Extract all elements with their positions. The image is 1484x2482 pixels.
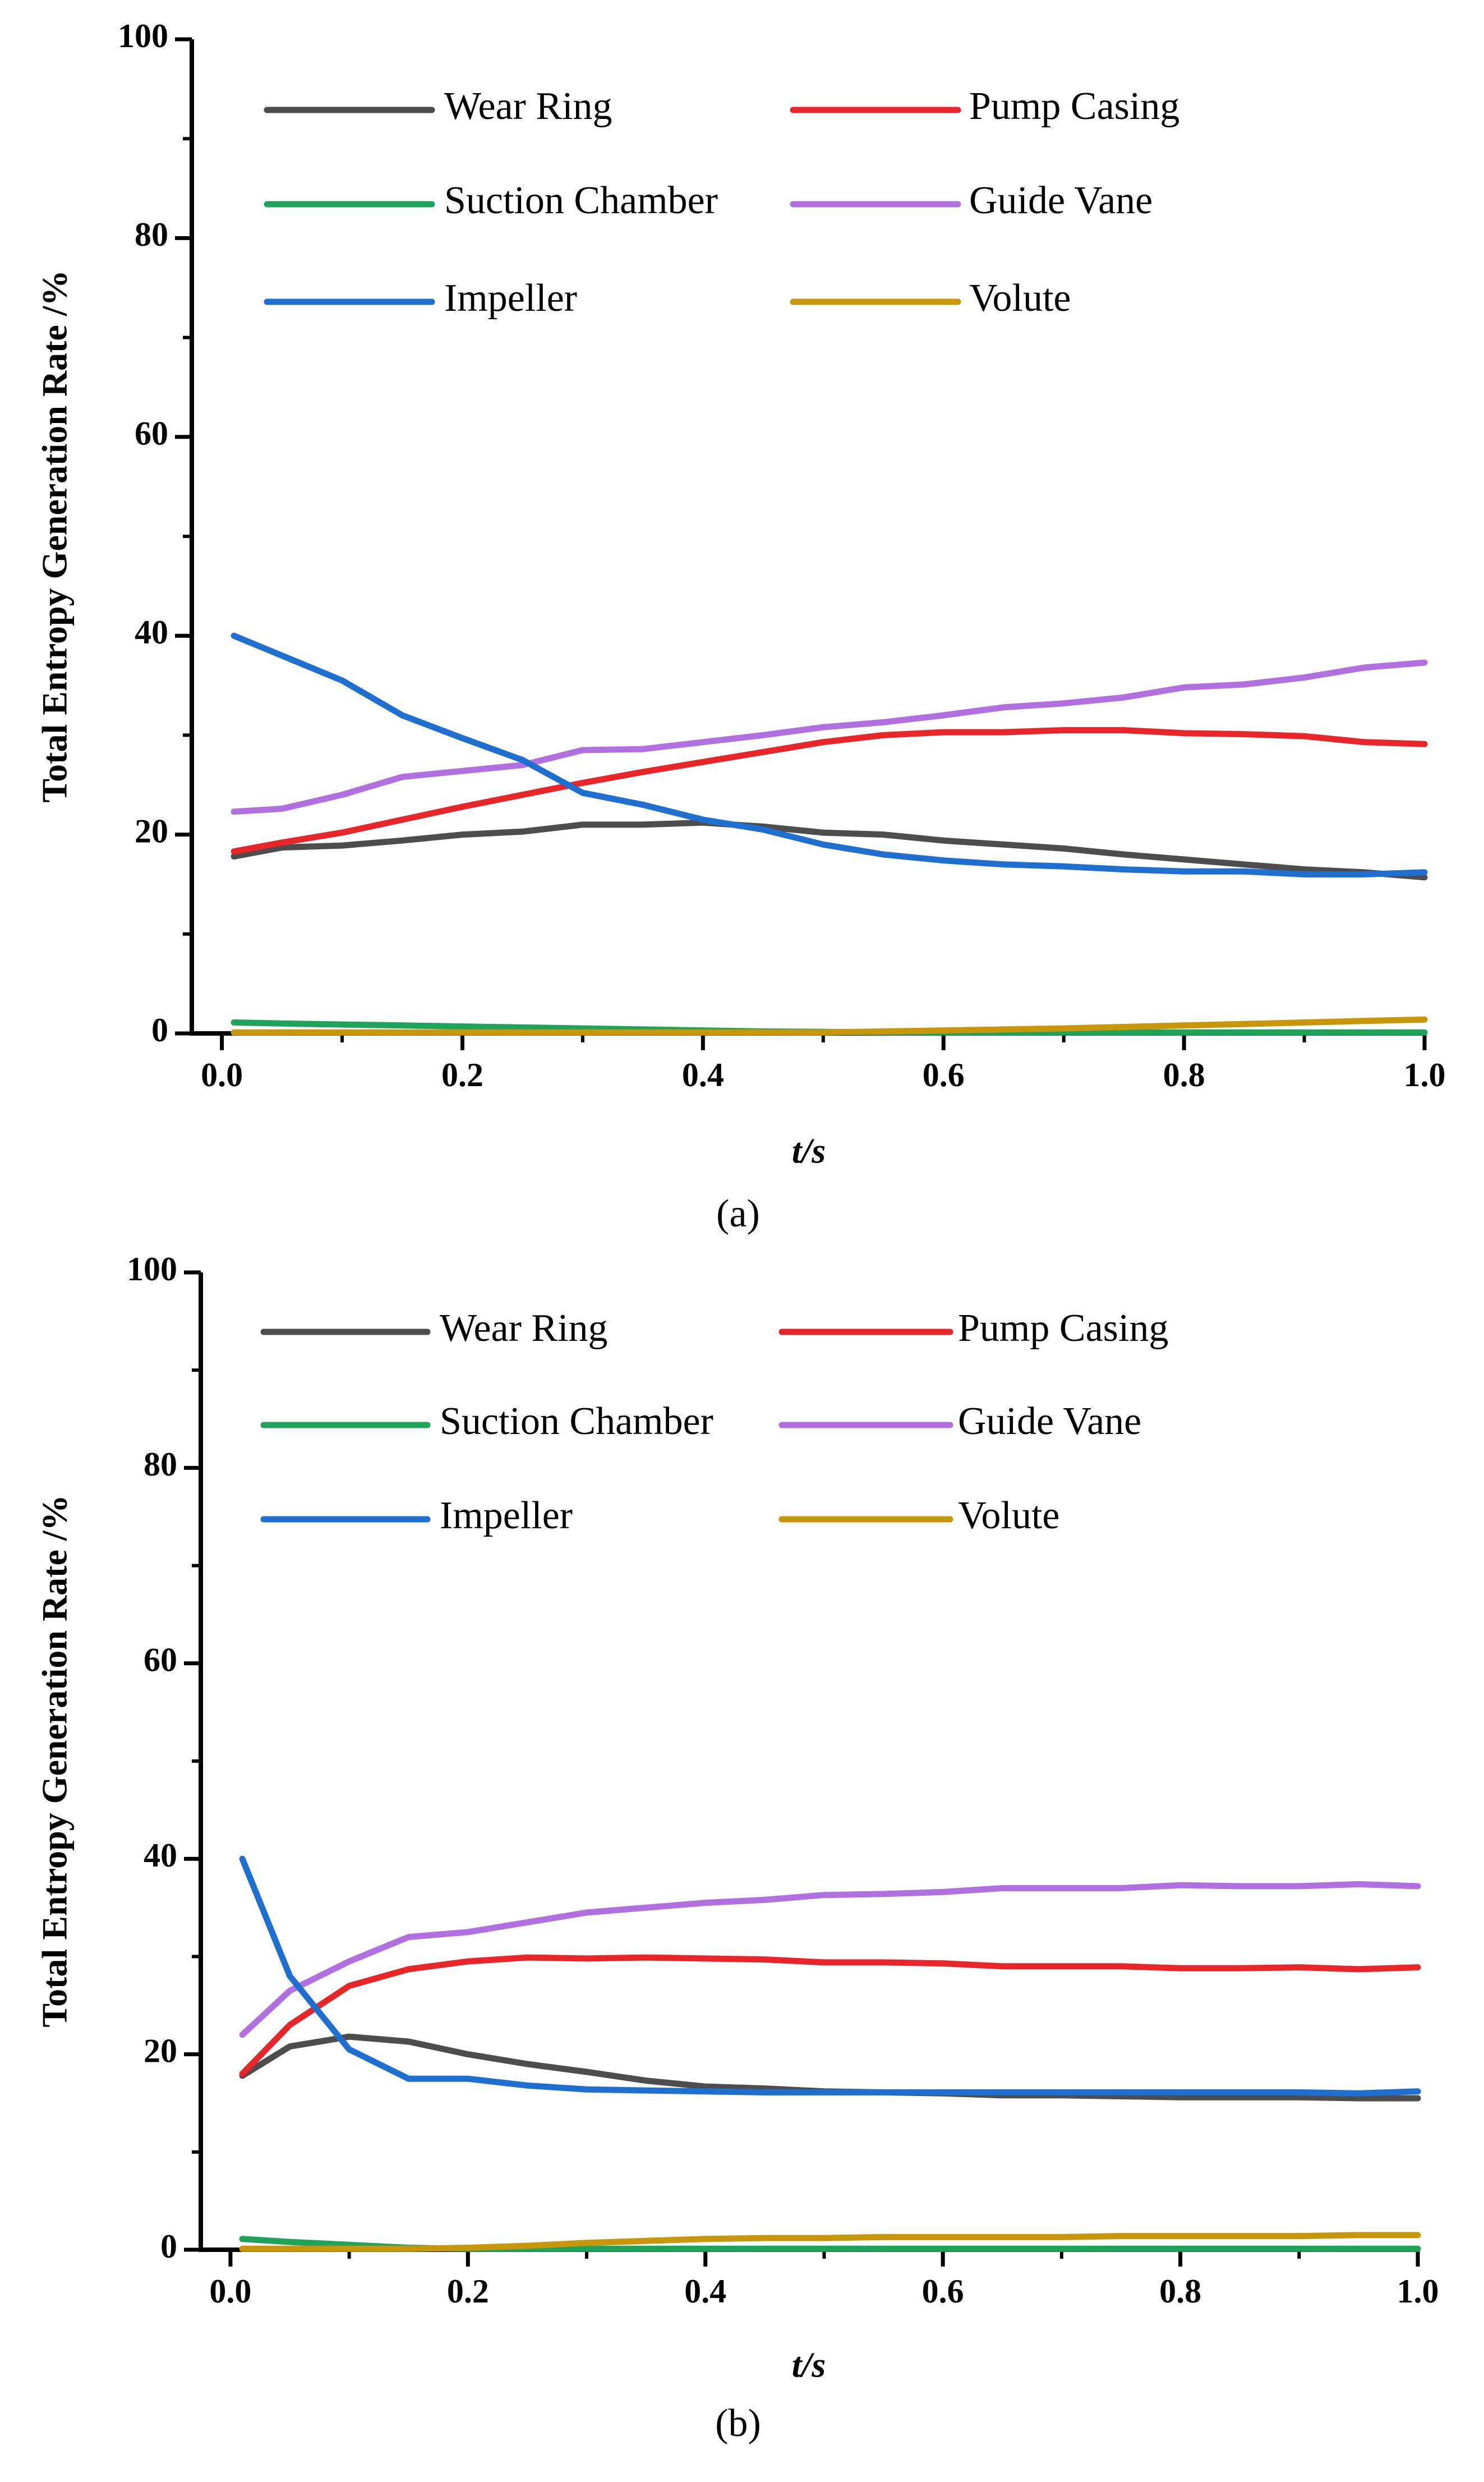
data-line bbox=[231, 632, 1428, 877]
y-axis-title: Total Entropy Generation Rate /% bbox=[35, 270, 75, 802]
x-tick-label: 0.0 bbox=[209, 2273, 251, 2310]
x-tick-label: 1.0 bbox=[1397, 2273, 1439, 2310]
x-tick-label: 0.0 bbox=[201, 1056, 243, 1093]
y-tick-label: 40 bbox=[135, 614, 168, 651]
x-tick-label: 0.4 bbox=[684, 2273, 726, 2310]
data-line bbox=[239, 2033, 1421, 2102]
x-tick-label: 0.8 bbox=[1163, 1056, 1205, 1093]
panel-caption: (a) bbox=[716, 1192, 760, 1235]
legend-label: Suction Chamber bbox=[440, 1400, 713, 1443]
data-line bbox=[231, 727, 1428, 855]
y-tick-label: 20 bbox=[144, 2032, 177, 2069]
x-tick-label: 0.2 bbox=[447, 2273, 489, 2310]
x-tick-label: 1.0 bbox=[1404, 1056, 1446, 1093]
data-line bbox=[239, 1855, 1421, 2097]
y-tick-label: 20 bbox=[135, 812, 168, 849]
y-tick-label: 100 bbox=[118, 17, 168, 54]
data-line bbox=[239, 2232, 1421, 2252]
x-tick-label: 0.6 bbox=[922, 2273, 964, 2310]
y-tick-label: 0 bbox=[151, 1012, 168, 1049]
panel-caption: (b) bbox=[715, 2402, 761, 2445]
chart-panel: 0 20 40 60 80 100 0.0 0.2 0.4 0.6 0.8 1.0 Total Entr… bbox=[35, 17, 1446, 1235]
data-line bbox=[231, 819, 1428, 881]
y-tick-label: 60 bbox=[144, 1642, 177, 1679]
chart-panel: 0 20 40 60 80 100 0.0 0.2 0.4 0.6 0.8 1.0 Total Entr… bbox=[35, 1251, 1439, 2445]
legend-label: Pump Casing bbox=[958, 1307, 1168, 1350]
data-line bbox=[231, 1016, 1428, 1036]
x-tick-label: 0.2 bbox=[441, 1056, 483, 1093]
legend-label: Pump Casing bbox=[969, 85, 1179, 128]
x-tick-label: 0.8 bbox=[1159, 2273, 1201, 2310]
legend-label: Guide Vane bbox=[958, 1400, 1141, 1443]
data-line bbox=[239, 1881, 1421, 2038]
legend-label: Impeller bbox=[440, 1494, 573, 1537]
legend-label: Volute bbox=[969, 277, 1071, 320]
legend-label: Wear Ring bbox=[440, 1307, 608, 1350]
legend-label: Impeller bbox=[444, 277, 577, 320]
y-axis-title: Total Entropy Generation Rate /% bbox=[35, 1495, 75, 2027]
x-tick-label: 0.4 bbox=[682, 1056, 724, 1093]
y-tick-label: 100 bbox=[127, 1251, 177, 1288]
legend-label: Suction Chamber bbox=[444, 179, 718, 222]
legend-label: Wear Ring bbox=[444, 85, 612, 128]
y-tick-label: 80 bbox=[144, 1446, 177, 1483]
y-tick-label: 80 bbox=[135, 216, 168, 253]
y-tick-label: 40 bbox=[144, 1837, 177, 1874]
data-line bbox=[231, 659, 1428, 815]
x-tick-label: 0.6 bbox=[923, 1056, 965, 1093]
data-line bbox=[239, 1954, 1421, 2077]
y-tick-label: 60 bbox=[135, 415, 168, 452]
x-axis-title: t/s bbox=[792, 2345, 826, 2385]
y-tick-label: 0 bbox=[160, 2228, 177, 2265]
legend-label: Volute bbox=[958, 1494, 1060, 1537]
legend-label: Guide Vane bbox=[969, 179, 1153, 222]
x-axis-title: t/s bbox=[792, 1131, 826, 1171]
